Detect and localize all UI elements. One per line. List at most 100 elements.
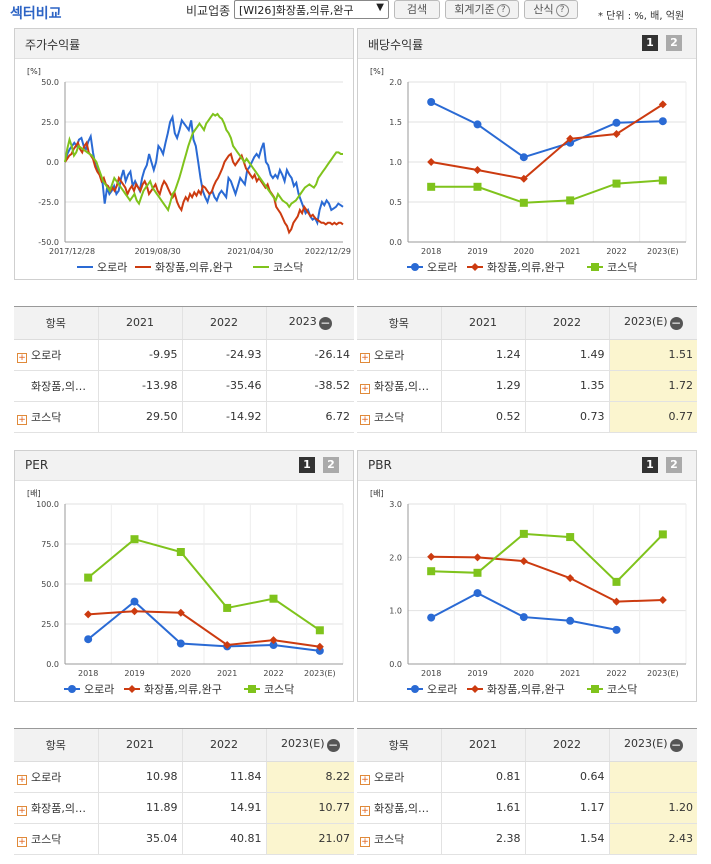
formula-label: 산식: [533, 3, 554, 16]
expand-icon[interactable]: +: [360, 352, 370, 363]
y-tick-label: 0.0: [389, 238, 402, 247]
data-point: [128, 685, 136, 693]
value-cell: -14.92: [181, 401, 266, 433]
period-1-button[interactable]: 1: [642, 35, 658, 51]
data-point: [566, 574, 575, 583]
column-header: 항목: [14, 307, 98, 340]
period-2-button[interactable]: 2: [666, 35, 682, 51]
panel-title: 주가수익률: [25, 38, 81, 52]
expand-icon[interactable]: +: [360, 383, 370, 394]
value-cell: 10.77: [265, 792, 354, 824]
x-tick-label: 2021: [217, 669, 237, 678]
x-tick-label: 2019/08/30: [135, 247, 181, 256]
panel-title: PER: [25, 458, 49, 472]
page-title: 섹터비교: [10, 6, 62, 22]
row-name: 화장품,의…: [374, 801, 429, 815]
expand-icon[interactable]: +: [17, 352, 27, 363]
column-header-label: 2023(E): [280, 737, 325, 751]
data-point: [519, 529, 528, 538]
value-cell: 1.51: [608, 339, 697, 371]
period-2-button[interactable]: 2: [323, 457, 339, 473]
x-tick-label: 2020: [514, 247, 534, 256]
expand-icon[interactable]: +: [17, 414, 27, 425]
x-tick-label: 2022: [606, 247, 626, 256]
row-name-cell: + 화장품,의…: [357, 370, 441, 402]
industry-select-value: [WI26]화장품,의류,완구: [239, 4, 354, 17]
panel-header: PBR 1 2: [358, 451, 696, 481]
row-name: 코스닥: [374, 832, 405, 846]
data-point: [269, 636, 278, 645]
dividend-panel: 배당수익률 1 2 [%] 2.0 1.5 1.0 0.5 0.0 2018 2019 2020…: [357, 28, 697, 280]
column-header: 2023−: [265, 307, 354, 340]
data-point: [471, 685, 479, 693]
data-point: [473, 182, 482, 191]
row-name-cell: + 오로라: [14, 339, 98, 371]
collapse-icon[interactable]: −: [326, 738, 340, 753]
industry-select[interactable]: [WI26]화장품,의류,완구 ▼: [234, 0, 389, 19]
legend-label: 코스닥: [264, 683, 294, 696]
pbr-chart: [배] 3.0 2.0 1.0 0.0 2018 2019 2020 2021 2022 2023(…: [370, 489, 687, 696]
value-cell: 0.64: [524, 761, 609, 793]
y-tick-label: 1.5: [389, 118, 402, 127]
help-icon[interactable]: ?: [496, 4, 510, 17]
y-tick-label: 0.0: [389, 660, 402, 669]
expand-icon[interactable]: +: [360, 805, 370, 816]
column-header: 2022: [181, 307, 266, 340]
formula-button[interactable]: 산식?: [524, 0, 578, 19]
table-row: + 코스닥 35.04 40.81 21.07: [14, 823, 354, 855]
expand-icon[interactable]: +: [17, 836, 27, 847]
accounting-standard-button[interactable]: 회계기준?: [445, 0, 519, 19]
value-cell: 1.35: [524, 370, 609, 402]
collapse-icon[interactable]: −: [318, 316, 332, 331]
series-line: [431, 179, 663, 204]
top-bar: 섹터비교 비교업종 [WI26]화장품,의류,완구 ▼ 검색 회계기준? 산식? …: [0, 0, 711, 28]
column-header: 2021: [440, 307, 525, 340]
collapse-icon[interactable]: −: [669, 738, 683, 753]
period-1-button[interactable]: 1: [642, 457, 658, 473]
data-point: [130, 535, 139, 544]
table-row: + 코스닥 29.50 -14.92 6.72: [14, 401, 354, 433]
search-button[interactable]: 검색: [394, 0, 440, 19]
row-name-cell: + 화장품,의…: [14, 792, 98, 824]
value-cell: 10.98: [97, 761, 182, 793]
period-1-button[interactable]: 1: [299, 457, 315, 473]
value-cell: 1.24: [440, 339, 525, 371]
column-header-label: 2021: [126, 738, 154, 752]
legend-label: 오로라: [427, 683, 457, 696]
y-tick-label: 0.0: [46, 158, 59, 167]
value-cell: 6.72: [265, 401, 354, 433]
expand-icon[interactable]: +: [360, 414, 370, 425]
value-cell: 40.81: [181, 823, 266, 855]
row-name: 화장품,의…: [31, 379, 86, 393]
expand-icon[interactable]: +: [360, 774, 370, 785]
data-point: [471, 263, 479, 271]
column-header: 2021: [97, 307, 182, 340]
period-2-button[interactable]: 2: [666, 457, 682, 473]
column-header: 2023(E) −: [608, 729, 697, 762]
expand-icon[interactable]: +: [17, 774, 27, 785]
help-icon[interactable]: ?: [555, 4, 569, 17]
data-point: [519, 557, 528, 566]
data-point: [427, 613, 436, 622]
table-row: + 오로라 0.81 0.64: [357, 761, 697, 793]
column-header-label: 2021: [469, 316, 497, 330]
collapse-icon[interactable]: −: [669, 316, 683, 331]
y-tick-label: 50.0: [41, 78, 59, 87]
value-cell: 1.29: [440, 370, 525, 402]
x-tick-label: 2023(E): [647, 247, 679, 256]
column-header: 2022: [524, 307, 609, 340]
column-header-label: 2022: [553, 316, 581, 330]
y-tick-label: -25.0: [38, 198, 59, 207]
column-header-label: 2023: [288, 315, 317, 329]
legend-label: 코스닥: [607, 261, 637, 274]
expand-icon[interactable]: +: [17, 805, 27, 816]
data-point: [176, 548, 185, 556]
x-tick-label: 2019: [467, 669, 487, 678]
value-cell: 1.17: [524, 792, 609, 824]
column-header: 항목: [14, 729, 98, 762]
value-cell: 1.54: [524, 823, 609, 855]
value-cell: 11.89: [97, 792, 182, 824]
expand-icon[interactable]: +: [360, 836, 370, 847]
value-cell: 1.20: [608, 792, 697, 824]
data-point: [612, 577, 621, 586]
